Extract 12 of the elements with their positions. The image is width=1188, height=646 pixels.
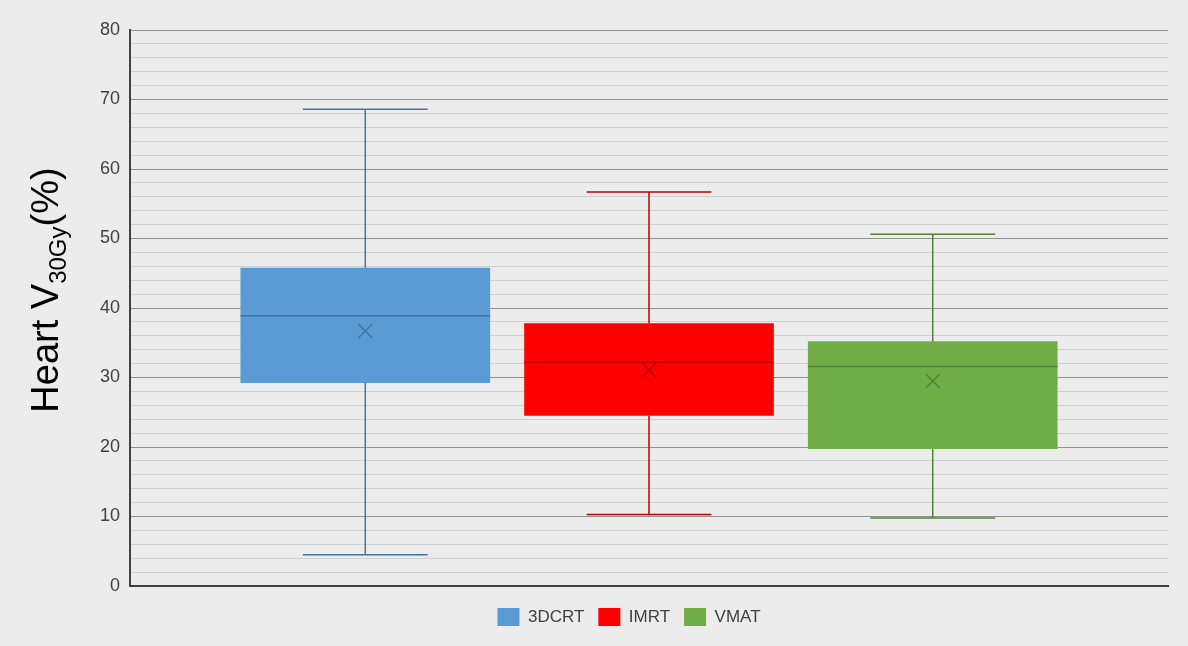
y-tick-label: 30 <box>99 366 121 387</box>
y-tick-label: 70 <box>99 88 121 109</box>
y-tick-label: 10 <box>99 505 121 526</box>
y-tick-label: 20 <box>99 435 121 456</box>
y-tick-label: 80 <box>99 18 121 39</box>
y-tick-label: 60 <box>99 157 121 178</box>
legend-label: IMRT <box>628 606 671 626</box>
y-tick-label: 50 <box>99 227 121 248</box>
y-tick-label: 40 <box>99 296 121 317</box>
y-tick-label: 0 <box>110 574 121 595</box>
legend-label: VMAT <box>714 606 761 626</box>
legend-label: 3DCRT <box>527 606 585 626</box>
